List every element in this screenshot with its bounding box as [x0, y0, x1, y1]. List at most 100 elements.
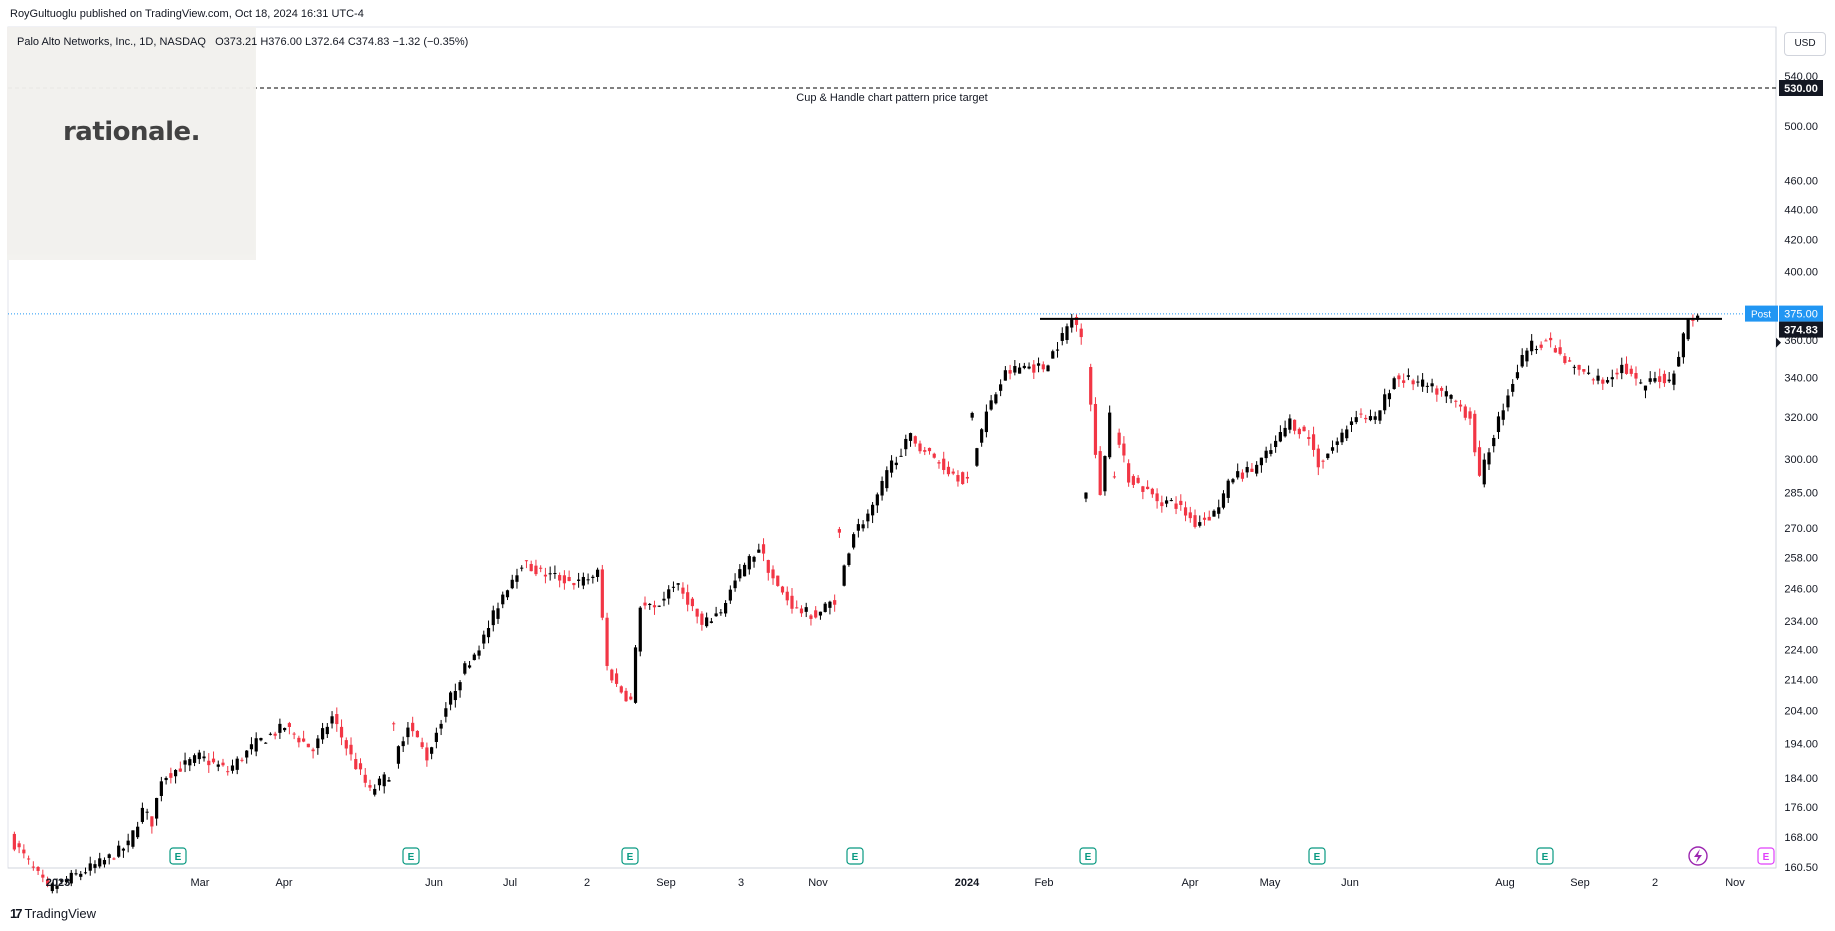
y-tick-label: 320.00 [1784, 412, 1818, 424]
candle-body [31, 866, 35, 868]
candle-body [1530, 340, 1534, 352]
candle-body [197, 752, 201, 760]
candle-body [287, 723, 291, 728]
candle-body [534, 565, 538, 575]
candle-body [425, 747, 429, 761]
candle-body [1454, 400, 1458, 402]
candle-body [761, 544, 766, 554]
earnings-marker-label: E [627, 852, 634, 863]
candle-body [543, 574, 548, 577]
candle-body [861, 524, 865, 529]
candle-body [1392, 378, 1396, 389]
candle-body [311, 749, 315, 752]
candle-body [799, 608, 804, 614]
candle-body [1070, 318, 1074, 328]
candle-body [117, 845, 121, 857]
candle-body [795, 607, 799, 609]
y-tick-label: 184.00 [1784, 773, 1818, 785]
y-tick-label: 214.00 [1784, 674, 1818, 686]
candle-body [472, 654, 476, 661]
dividend-marker-icon: E [1757, 847, 1775, 865]
candle-body [1316, 448, 1320, 468]
price-target-line[interactable]: Cup & Handle chart pattern price target [8, 87, 1776, 104]
candle-body [41, 874, 45, 878]
candle-body [529, 563, 533, 572]
candle-body [1681, 333, 1686, 358]
candle-body [1691, 319, 1695, 321]
candle-body [1264, 450, 1268, 459]
y-tick-label: 194.00 [1784, 738, 1818, 750]
candle-body [591, 576, 595, 579]
candle-body [1326, 453, 1330, 459]
candle-body [1202, 517, 1207, 520]
candle-body [140, 807, 144, 822]
candle-body [88, 863, 92, 871]
candle-body [624, 690, 628, 702]
candle-body [1292, 419, 1297, 431]
candle-body [1183, 507, 1188, 516]
candle-body [79, 873, 83, 877]
candle-body [942, 458, 946, 470]
candle-body [847, 553, 851, 565]
earnings-marker-icon: E [1536, 847, 1554, 865]
lightning-bolt [1694, 849, 1702, 863]
earnings-marker-icon: E [402, 847, 420, 865]
candle-body [548, 573, 552, 575]
candle-body [1160, 502, 1164, 507]
candle-body [614, 673, 619, 684]
y-tick-label: 360.00 [1784, 335, 1818, 347]
candle-body [1421, 379, 1425, 387]
candle-body [510, 579, 514, 589]
candle-body [1089, 367, 1093, 405]
candle-body [382, 774, 386, 787]
candle-body [633, 647, 638, 703]
candle-body [1164, 500, 1169, 504]
candle-body [1402, 380, 1406, 383]
candle-body [26, 858, 31, 860]
currency-button[interactable]: USD [1784, 32, 1826, 56]
post-price-bg [1779, 305, 1823, 322]
candle-body [1074, 317, 1079, 325]
time-axis[interactable]: 2023 Mar Apr Jun Jul 2 Sep 3 Nov 2024 Feb Apr May Jun… [46, 877, 1746, 889]
x-tick-label: Apr [1181, 877, 1198, 889]
candle-body [885, 470, 889, 489]
candle-body [1065, 326, 1069, 341]
candle-body [1041, 364, 1045, 370]
publisher-line: RoyGultuoglu published on TradingView.co… [10, 8, 364, 20]
candle-body [1003, 370, 1007, 381]
candle-body [155, 797, 159, 819]
price-axis-labels: 530.00 Post 375.00 374.83 [1745, 80, 1823, 348]
candle-body [856, 524, 860, 531]
candle-body [216, 764, 220, 767]
candle-body [102, 859, 107, 865]
candle-body [188, 759, 192, 766]
candle-body [1416, 381, 1420, 383]
candle-body [1406, 375, 1410, 377]
candle-body [145, 811, 149, 813]
x-tick-label: Apr [275, 877, 292, 889]
earnings-marker-icon: E [169, 847, 187, 865]
candle-body [870, 504, 875, 516]
candle-body [1430, 383, 1434, 387]
candle-body [501, 594, 505, 605]
earnings-marker-box [402, 847, 420, 865]
candle-body [268, 733, 273, 735]
candle-body [539, 567, 543, 569]
candle-body [994, 394, 998, 404]
candle-body [1340, 432, 1344, 443]
candle-body [1017, 367, 1022, 374]
candle-body [894, 462, 898, 466]
post-tag-text: Post [1751, 310, 1771, 321]
candle-body [245, 750, 249, 758]
candle-body [240, 759, 244, 761]
candle-body [572, 583, 576, 586]
candle-body [728, 589, 732, 601]
candle-body [776, 575, 780, 586]
price-axis[interactable]: 540.00 500.00 460.00 440.00 420.00 400.00 360.… [1784, 71, 1818, 874]
candle-body [183, 760, 187, 765]
x-tick-label: Mar [191, 877, 210, 889]
candle-body [961, 472, 965, 485]
candle-body [1236, 471, 1240, 478]
candle-body [657, 605, 661, 607]
